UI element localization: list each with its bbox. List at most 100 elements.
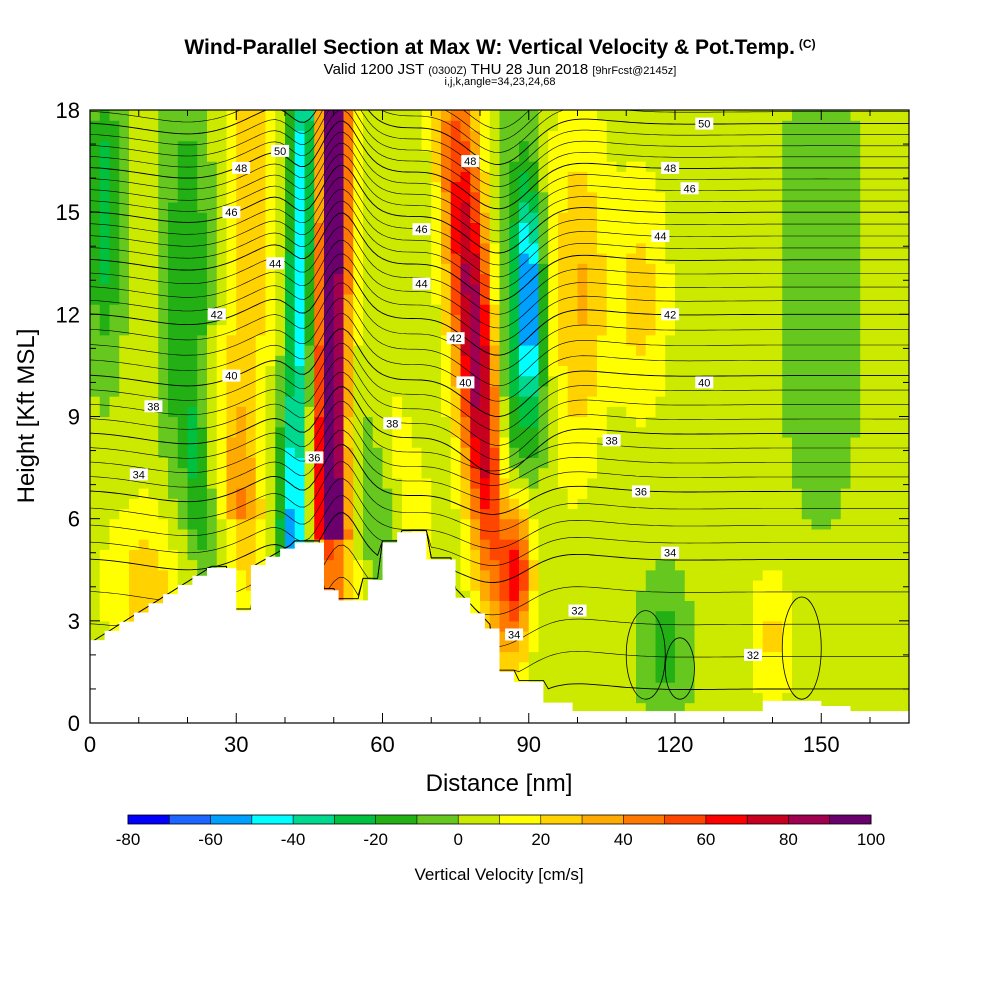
field-cell <box>372 222 384 234</box>
field-cell <box>528 518 540 530</box>
field-cell <box>411 110 423 121</box>
field-cell <box>567 385 579 397</box>
field-cell <box>411 314 423 326</box>
field-cell <box>655 344 666 356</box>
field-cell <box>343 191 354 203</box>
field-cell <box>304 324 315 336</box>
field-cell <box>421 324 432 336</box>
field-cell <box>411 130 423 142</box>
field-cell <box>226 161 237 172</box>
field-cell <box>889 171 900 183</box>
field-cell <box>246 293 257 305</box>
field-cell <box>226 447 237 458</box>
field-cell <box>538 406 549 418</box>
field-cell <box>333 334 345 346</box>
field-cell <box>733 365 744 377</box>
field-cell <box>821 467 832 479</box>
field-cell <box>723 477 735 489</box>
field-cell <box>431 436 442 448</box>
field-cell <box>333 191 345 203</box>
field-cell <box>606 171 618 183</box>
field-cell <box>343 436 354 448</box>
field-cell <box>528 171 540 183</box>
field-cell <box>528 212 540 223</box>
field-cell <box>587 436 598 448</box>
field-cell <box>168 293 179 305</box>
field-cell <box>792 528 803 540</box>
field-cell <box>655 263 666 275</box>
field-cell <box>548 385 559 397</box>
field-cell <box>694 477 705 489</box>
field-cell <box>275 396 286 407</box>
field-cell <box>860 569 871 581</box>
field-cell <box>343 263 354 275</box>
field-cell <box>363 222 374 234</box>
field-cell <box>372 263 384 275</box>
field-cell <box>567 406 579 418</box>
field-cell <box>207 518 218 530</box>
field-cell <box>616 426 627 438</box>
field-cell <box>353 314 364 326</box>
field-cell <box>733 569 744 581</box>
field-cell <box>567 212 579 223</box>
field-cell <box>148 355 159 367</box>
field-cell <box>177 304 189 315</box>
field-cell <box>704 590 715 601</box>
field-cell <box>743 110 754 121</box>
field-cell <box>645 201 657 213</box>
field-cell <box>294 273 306 285</box>
field-cell <box>840 508 852 520</box>
field-cell <box>148 273 159 285</box>
field-cell <box>489 569 501 581</box>
field-cell <box>519 191 530 203</box>
field-cell <box>811 201 822 213</box>
field-cell <box>324 569 335 581</box>
field-cell <box>811 641 822 653</box>
field-cell <box>645 549 657 561</box>
field-cell <box>470 436 481 448</box>
field-cell <box>333 528 345 540</box>
field-cell <box>99 344 111 356</box>
field-cell <box>431 344 442 356</box>
field-cell <box>499 120 510 132</box>
field-cell <box>129 293 140 305</box>
field-cell <box>870 518 881 530</box>
field-cell <box>148 416 159 428</box>
field-cell <box>509 396 520 407</box>
field-cell <box>636 253 647 264</box>
field-cell <box>119 120 130 132</box>
field-cell <box>489 283 501 295</box>
field-cell <box>821 212 832 223</box>
field-cell <box>489 365 501 377</box>
field-cell <box>626 651 637 663</box>
field-cell <box>431 232 442 244</box>
field-cell <box>236 273 247 285</box>
field-cell <box>665 385 676 397</box>
field-cell <box>207 273 218 285</box>
field-cell <box>480 304 491 315</box>
field-cell <box>216 263 228 275</box>
field-cell <box>441 293 452 305</box>
field-cell <box>704 150 715 162</box>
field-cell <box>99 549 111 561</box>
field-cell <box>655 396 666 407</box>
field-cell <box>411 181 423 193</box>
field-cell <box>597 528 608 540</box>
field-cell <box>441 232 452 244</box>
field-cell <box>187 273 198 285</box>
field-cell <box>840 263 852 275</box>
field-cell <box>275 406 286 418</box>
field-cell <box>138 181 150 193</box>
field-cell <box>216 406 228 418</box>
field-cell <box>392 355 403 367</box>
field-cell <box>743 661 754 673</box>
field-cell <box>723 130 735 142</box>
field-cell <box>129 161 140 172</box>
field-cell <box>548 549 559 561</box>
field-cell <box>616 212 627 223</box>
field-cell <box>255 232 267 244</box>
field-cell <box>246 263 257 275</box>
field-cell <box>821 191 832 203</box>
field-cell <box>509 610 520 622</box>
field-cell <box>850 212 861 223</box>
